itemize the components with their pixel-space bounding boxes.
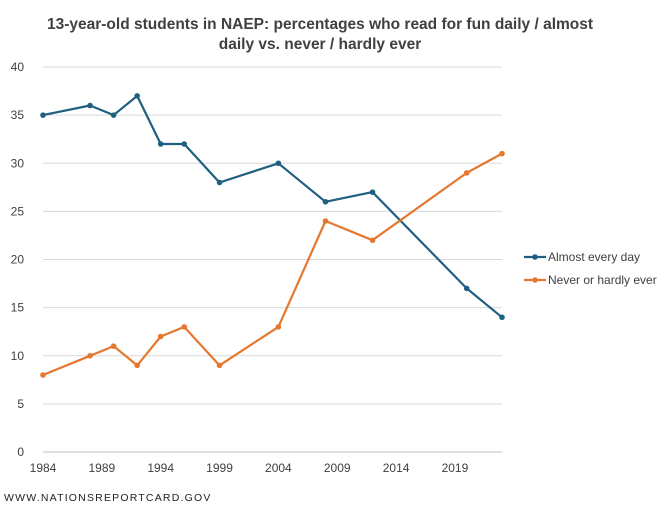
y-tick-label: 20 bbox=[11, 253, 25, 267]
data-point bbox=[322, 218, 329, 224]
series-lines bbox=[40, 93, 505, 378]
data-point bbox=[216, 362, 223, 369]
data-point bbox=[110, 112, 117, 118]
legend-swatch-marker bbox=[532, 277, 538, 283]
x-axis-ticks: 1984 1989 1994 1999 2004 2009 2014 2019 bbox=[30, 461, 469, 475]
legend-swatch-marker bbox=[532, 254, 538, 260]
data-point bbox=[499, 314, 505, 321]
y-tick-label: 5 bbox=[17, 397, 24, 411]
data-point bbox=[275, 160, 282, 167]
data-point bbox=[216, 179, 223, 186]
data-point bbox=[369, 189, 376, 195]
x-tick-label: 1984 bbox=[30, 461, 57, 475]
data-point bbox=[134, 93, 140, 99]
y-tick-label: 15 bbox=[11, 301, 25, 315]
x-tick-label: 1999 bbox=[206, 461, 233, 475]
line-chart: 13-year-old students in NAEP: percentage… bbox=[11, 16, 657, 475]
data-point bbox=[463, 285, 470, 292]
x-tick-label: 2009 bbox=[324, 461, 351, 475]
data-point bbox=[157, 141, 164, 147]
x-tick-label: 2004 bbox=[265, 461, 292, 475]
chart-title-line-2: daily vs. never / hardly ever bbox=[219, 36, 421, 53]
data-point bbox=[275, 324, 282, 330]
data-point bbox=[463, 170, 470, 176]
chart-title-line-1: 13-year-old students in NAEP: percentage… bbox=[47, 16, 593, 33]
y-tick-label: 35 bbox=[11, 108, 25, 122]
data-point bbox=[134, 362, 140, 369]
data-point bbox=[499, 150, 505, 157]
y-tick-label: 25 bbox=[11, 204, 25, 218]
y-tick-label: 40 bbox=[11, 60, 25, 74]
data-point bbox=[87, 102, 93, 109]
data-point bbox=[181, 324, 188, 330]
x-tick-label: 2014 bbox=[383, 461, 410, 475]
source-credit: WWW.NATIONSREPORTCARD.GOV bbox=[4, 492, 212, 504]
series-line bbox=[41, 152, 504, 377]
y-tick-label: 30 bbox=[11, 156, 25, 170]
x-tick-label: 1994 bbox=[147, 461, 174, 475]
y-tick-label: 10 bbox=[11, 349, 25, 363]
data-point bbox=[369, 237, 376, 244]
legend-label: Never or hardly ever bbox=[548, 273, 657, 287]
legend-item: Almost every day bbox=[524, 250, 640, 264]
data-point bbox=[87, 352, 93, 359]
y-axis-ticks: 0 5 10 15 20 25 30 35 40 bbox=[11, 60, 25, 459]
series-1 bbox=[40, 93, 505, 321]
legend-label: Almost every day bbox=[548, 250, 640, 264]
y-tick-label: 0 bbox=[17, 445, 24, 459]
data-point bbox=[110, 343, 117, 349]
series-line bbox=[41, 94, 504, 319]
data-point bbox=[181, 141, 188, 147]
data-point bbox=[40, 372, 46, 378]
x-tick-label: 1989 bbox=[88, 461, 115, 475]
gridlines bbox=[43, 66, 502, 453]
legend-item: Never or hardly ever bbox=[524, 273, 657, 287]
data-point bbox=[322, 198, 329, 205]
data-point bbox=[157, 333, 164, 340]
series-2 bbox=[40, 150, 505, 378]
chart-frame: 13-year-old students in NAEP: percentage… bbox=[10, 16, 657, 475]
data-point bbox=[40, 112, 46, 118]
x-tick-label: 2019 bbox=[442, 461, 469, 475]
legend: Almost every day Never or hardly ever bbox=[524, 250, 657, 287]
